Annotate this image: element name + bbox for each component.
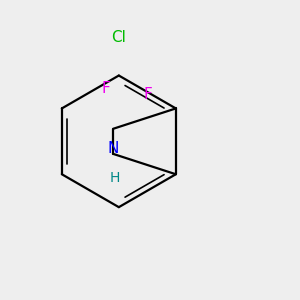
Text: N: N [107, 141, 119, 156]
Text: F: F [143, 87, 152, 102]
Text: Cl: Cl [111, 30, 126, 45]
Text: F: F [102, 81, 111, 96]
Text: H: H [110, 171, 120, 185]
